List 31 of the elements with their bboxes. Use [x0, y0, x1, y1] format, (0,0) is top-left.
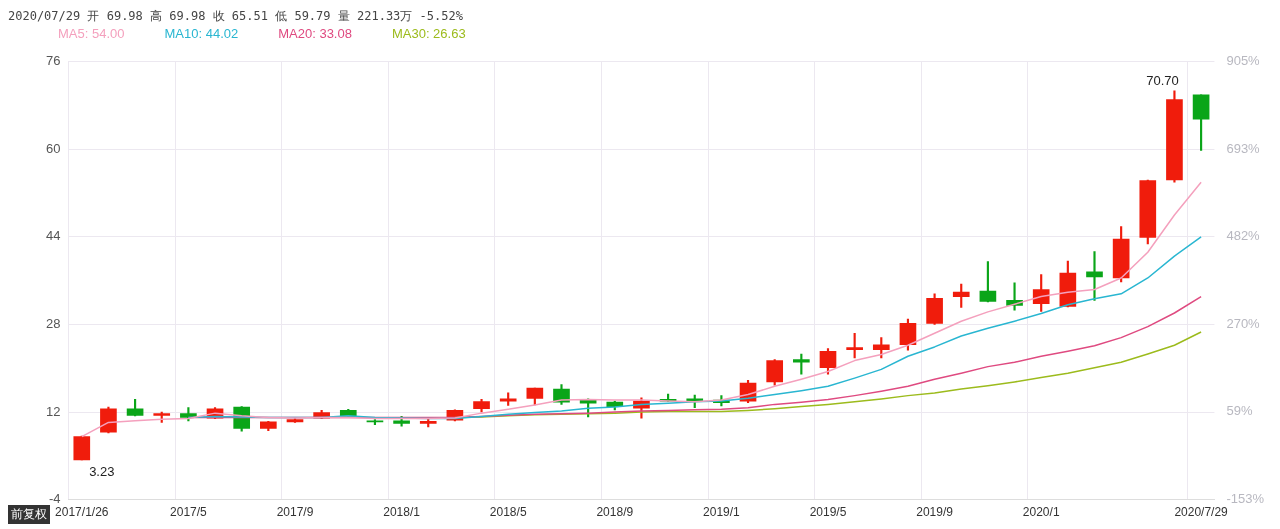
x-tick-label: 2017/1/26: [55, 505, 109, 520]
y-tick-label: 12: [45, 403, 61, 419]
y2-tick-label: 270%: [1226, 316, 1261, 332]
y-tick-label: 60: [45, 140, 61, 156]
chart-title: 2020/07/29 开 69.98 高 69.98 收 65.51 低 59.79 量 221.33万 -5.52%: [8, 8, 464, 25]
x-tick-label: 2019/5: [809, 505, 847, 520]
annotation: 3.23: [89, 464, 115, 480]
y2-tick-label: -153%: [1226, 491, 1265, 507]
x-tick-label: 2020/7/29: [1174, 505, 1229, 520]
annotation: 70.70: [1146, 72, 1179, 88]
x-tick-label: 2020/1: [1022, 505, 1060, 520]
y-tick-label: 44: [45, 228, 61, 244]
text: MA30: 26.63: [391, 26, 466, 43]
text: MA20: 33.08: [278, 26, 352, 43]
y2-tick-label: 482%: [1226, 228, 1261, 244]
text: MA10: 44.02: [164, 26, 239, 43]
x-tick-label: 2018/1: [383, 505, 421, 520]
x-tick-label: 2018/5: [489, 505, 527, 520]
x-tick-label: 2019/1: [703, 505, 741, 520]
y-tick-label: 76: [45, 53, 61, 69]
x-tick-label: 2017/9: [276, 505, 314, 520]
x-tick-label: 2017/5: [170, 505, 208, 520]
y-tick-label: 28: [45, 316, 61, 332]
x-tick-label: 2018/9: [596, 505, 634, 520]
y-tick-label: -4: [48, 491, 61, 507]
text: 前复权: [8, 505, 50, 524]
text: MA5: 54.00: [58, 26, 125, 43]
x-tick-label: 2019/9: [916, 505, 954, 520]
y2-tick-label: 693%: [1226, 141, 1261, 157]
y2-tick-label: 59%: [1226, 403, 1253, 419]
y2-tick-label: 905%: [1226, 53, 1261, 69]
